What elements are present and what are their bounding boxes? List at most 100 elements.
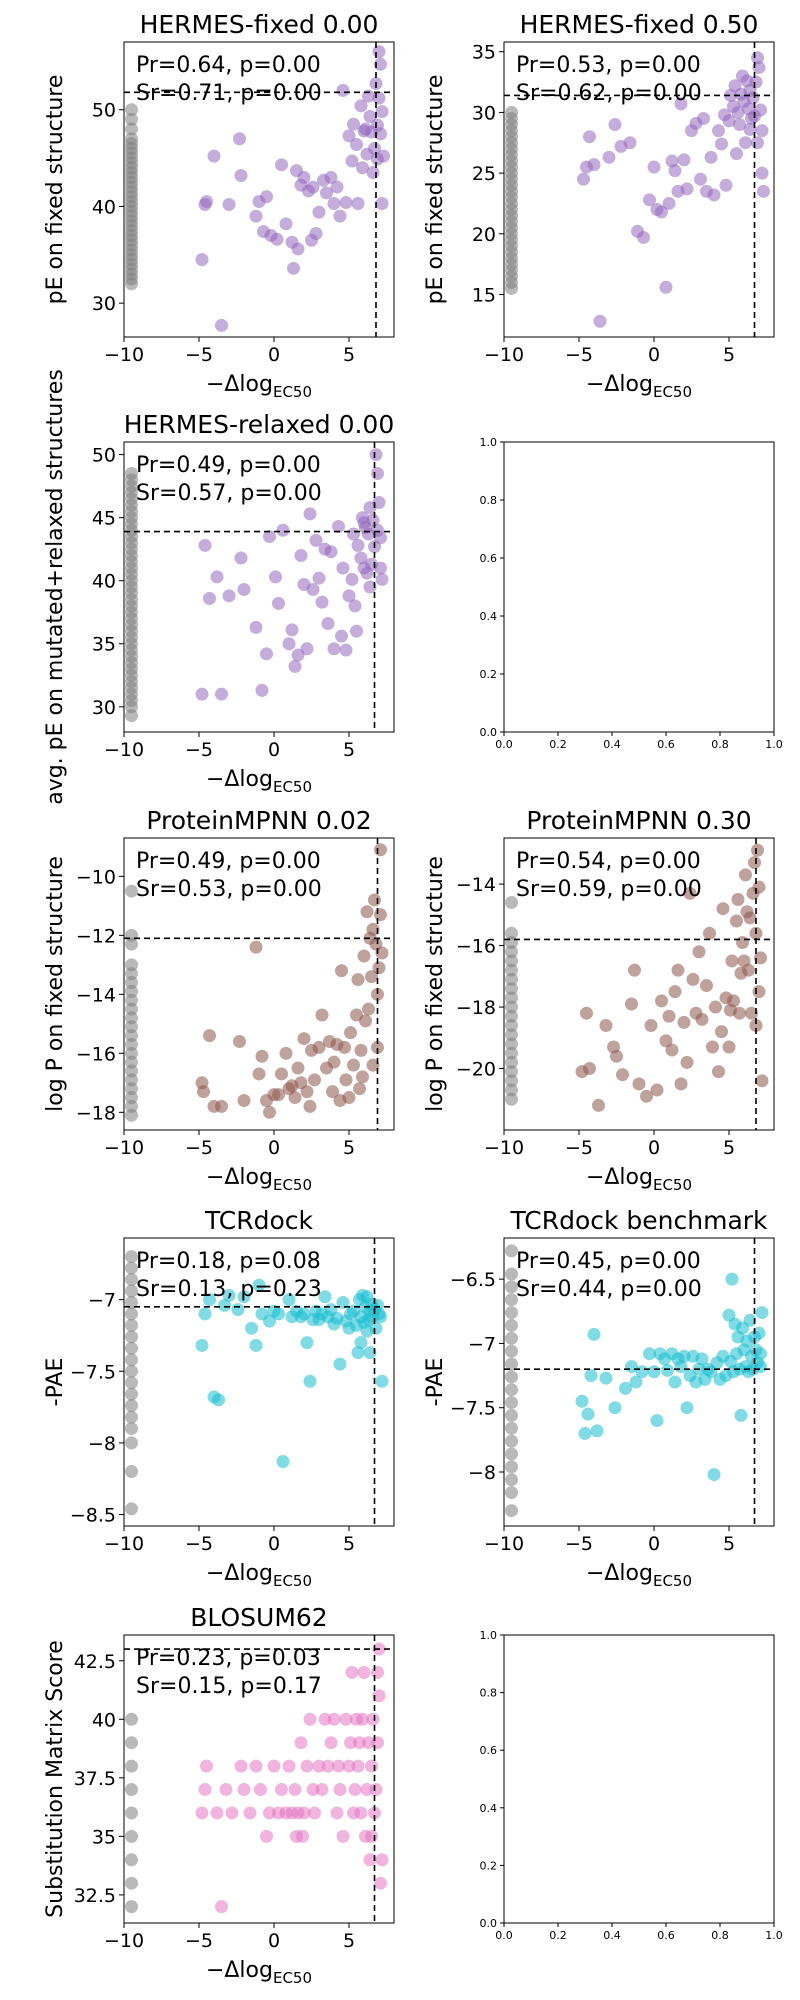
- data-point: [339, 196, 353, 210]
- gray-point: [505, 1357, 518, 1371]
- data-point: [715, 1025, 728, 1039]
- axes-frame: [123, 441, 395, 733]
- gray-point: [125, 1829, 138, 1843]
- data-point: [703, 926, 716, 940]
- data-point: [309, 533, 323, 547]
- y-axis-label: log P on fixed structure: [423, 856, 448, 1112]
- data-point: [222, 1288, 236, 1302]
- gray-point: [505, 1037, 518, 1051]
- data-point: [303, 1099, 317, 1113]
- data-point: [254, 1783, 267, 1797]
- data-point: [291, 648, 305, 662]
- data-point: [252, 1067, 266, 1081]
- data-point: [752, 880, 766, 894]
- stat-pearson: Pr=0.53, p=0.00: [516, 53, 701, 78]
- data-point: [269, 570, 282, 584]
- data-point: [249, 1338, 263, 1352]
- data-point: [704, 150, 718, 164]
- data-point: [583, 130, 596, 144]
- data-point: [372, 1689, 386, 1703]
- data-point: [203, 591, 216, 605]
- gray-point: [505, 1065, 518, 1079]
- data-point: [360, 1290, 374, 1304]
- data-point: [287, 261, 300, 275]
- x-tick-label: −10: [104, 739, 144, 761]
- data-point: [348, 1783, 362, 1797]
- data-point: [342, 589, 356, 603]
- data-point: [377, 149, 390, 163]
- data-point: [354, 1806, 368, 1820]
- data-point: [719, 178, 733, 192]
- gray-point: [505, 1092, 518, 1106]
- data-point: [372, 961, 386, 975]
- gray-point: [125, 1250, 138, 1264]
- data-point: [195, 1338, 209, 1352]
- data-point: [665, 1043, 679, 1057]
- gray-point: [125, 709, 138, 723]
- data-point: [237, 1094, 251, 1108]
- data-point: [333, 1357, 347, 1371]
- gray-point: [125, 1712, 138, 1726]
- gray-point: [505, 1074, 518, 1088]
- panel-8: −10 −5 0 5 −8 −7.5 −7 −6.5 TCRdock benchmark Pr=0…: [423, 1206, 775, 1590]
- data-point: [608, 1401, 622, 1415]
- data-point: [335, 629, 348, 643]
- gray-point: [505, 926, 518, 940]
- gray-point: [125, 1806, 138, 1820]
- data-point: [715, 137, 728, 151]
- x-tick-label: −10: [484, 1137, 524, 1159]
- data-point: [288, 1783, 302, 1797]
- x-tick-label: −10: [104, 1930, 144, 1952]
- axes-frame: [123, 837, 395, 1131]
- data-point: [743, 911, 757, 925]
- gray-point: [125, 1465, 138, 1479]
- data-point: [369, 1321, 383, 1335]
- x-tick-label: −5: [185, 1533, 213, 1555]
- data-point: [743, 1313, 757, 1327]
- data-point: [300, 1336, 314, 1350]
- data-point: [270, 232, 284, 246]
- data-point: [342, 129, 356, 143]
- x-tick-label: 0.0: [495, 738, 513, 751]
- data-point: [351, 1346, 365, 1360]
- panel-title: HERMES-fixed 0.00: [140, 10, 379, 39]
- data-point: [736, 936, 749, 950]
- data-point: [300, 642, 314, 656]
- data-point: [706, 1040, 719, 1054]
- data-point: [363, 109, 377, 123]
- data-point: [252, 1278, 266, 1292]
- data-point: [602, 150, 616, 164]
- gray-point: [505, 1434, 518, 1448]
- data-point: [647, 160, 661, 174]
- data-point: [356, 161, 369, 175]
- data-point: [338, 1040, 351, 1054]
- data-point: [233, 132, 246, 146]
- data-point: [237, 1783, 251, 1797]
- data-point: [731, 892, 745, 906]
- data-point: [335, 964, 348, 978]
- data-point: [243, 1806, 257, 1820]
- data-point: [347, 1058, 360, 1072]
- data-point: [272, 1307, 285, 1321]
- data-point: [285, 623, 299, 637]
- data-point: [730, 914, 743, 928]
- data-point: [324, 1736, 338, 1750]
- x-axis-label: −ΔlogEC50: [206, 767, 312, 796]
- data-point: [739, 136, 752, 150]
- data-point: [198, 1783, 212, 1797]
- gray-point: [505, 982, 518, 996]
- data-point: [267, 1759, 281, 1773]
- data-point: [724, 88, 737, 102]
- data-point: [354, 1336, 368, 1350]
- data-point: [730, 147, 743, 161]
- y-tick-label: −6.5: [450, 1269, 496, 1291]
- y-axis-label: log P on fixed structure: [43, 856, 68, 1112]
- data-point: [350, 624, 363, 638]
- data-point: [263, 1314, 276, 1328]
- data-point: [655, 205, 668, 219]
- data-point: [369, 448, 383, 462]
- data-point: [215, 1900, 228, 1914]
- data-point: [324, 170, 338, 184]
- data-point: [587, 1327, 601, 1341]
- axes-frame: [503, 41, 775, 338]
